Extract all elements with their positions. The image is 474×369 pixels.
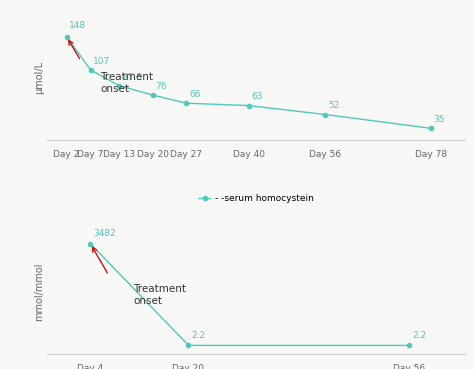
Legend: - -serum homocystein: - -serum homocystein bbox=[194, 190, 318, 206]
Text: 66: 66 bbox=[189, 90, 201, 99]
Text: 3482: 3482 bbox=[93, 229, 116, 238]
Y-axis label: mmol/mmol: mmol/mmol bbox=[35, 262, 45, 321]
Text: 87.5: 87.5 bbox=[122, 73, 142, 82]
Text: 148: 148 bbox=[69, 21, 86, 30]
Text: 63: 63 bbox=[252, 93, 263, 101]
Text: Treatment
onset: Treatment onset bbox=[133, 284, 186, 307]
Y-axis label: μmol/L: μmol/L bbox=[35, 61, 45, 94]
Text: 76: 76 bbox=[155, 82, 167, 91]
Text: 35: 35 bbox=[434, 115, 445, 124]
Text: 2.2: 2.2 bbox=[191, 331, 205, 340]
Text: 52: 52 bbox=[328, 101, 340, 110]
Text: 107: 107 bbox=[93, 57, 110, 66]
Text: 2.2: 2.2 bbox=[412, 331, 426, 340]
Text: Treatment
onset: Treatment onset bbox=[100, 72, 153, 94]
